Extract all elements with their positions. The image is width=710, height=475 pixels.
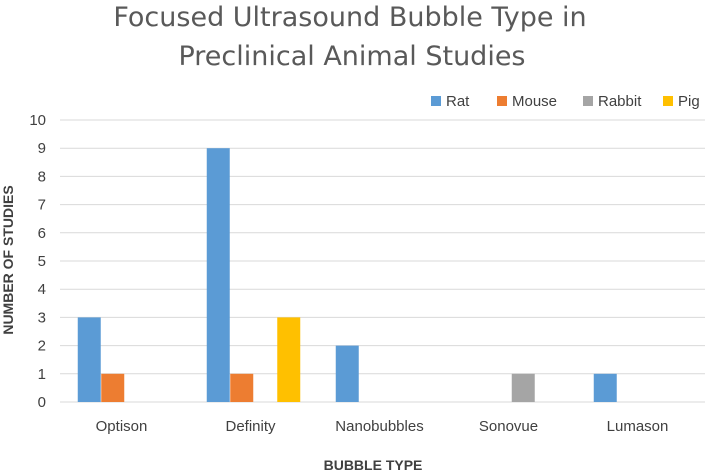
x-category-label: Optison: [96, 418, 148, 435]
x-category-label: Definity: [225, 418, 276, 435]
bar-pig-definity: [277, 317, 301, 402]
x-axis-title: BUBBLE TYPE: [324, 457, 423, 473]
bar-mouse-optison: [101, 373, 125, 402]
legend-label-pig: Pig: [678, 93, 700, 110]
legend-swatch-mouse: [497, 96, 507, 106]
y-axis-ticks: 0 1 2 3 4 5 6 7 8 9 10: [29, 112, 46, 411]
y-tick-label: 8: [38, 168, 46, 185]
legend-swatch-rat: [431, 96, 441, 106]
bar-rat-definity: [206, 148, 230, 402]
legend: Rat Mouse Rabbit Pig: [431, 93, 700, 110]
y-tick-label: 4: [38, 281, 46, 298]
x-category-label: Nanobubbles: [335, 418, 423, 435]
bar-mouse-definity: [230, 373, 254, 402]
x-category-label: Sonovue: [479, 418, 538, 435]
y-tick-label: 5: [38, 253, 46, 270]
y-axis-title: NUMBER OF STUDIES: [0, 185, 16, 334]
bar-rat-nanobubbles: [335, 345, 359, 402]
y-tick-label: 10: [29, 112, 46, 129]
bar-rabbit-sonovue: [511, 373, 535, 402]
bar-rat-lumason: [593, 373, 617, 402]
y-tick-label: 7: [38, 197, 46, 214]
bar-rat-optison: [77, 317, 101, 402]
legend-swatch-rabbit: [583, 96, 593, 106]
y-tick-label: 3: [38, 309, 46, 326]
y-tick-label: 2: [38, 338, 46, 355]
legend-label-rabbit: Rabbit: [598, 93, 642, 110]
legend-swatch-pig: [663, 96, 673, 106]
y-tick-label: 1: [38, 366, 46, 383]
legend-label-rat: Rat: [446, 93, 470, 110]
y-tick-label: 0: [38, 394, 46, 411]
chart-title-line-2: Preclinical Animal Studies: [178, 41, 525, 72]
gridlines: [60, 119, 705, 403]
x-axis-categories: Optison Definity Nanobubbles Sonovue Lumason: [96, 418, 669, 435]
x-category-label: Lumason: [607, 418, 669, 435]
legend-label-mouse: Mouse: [512, 93, 557, 110]
y-tick-label: 6: [38, 225, 46, 242]
bars: [77, 148, 617, 402]
y-tick-label: 9: [38, 140, 46, 157]
chart-title-line-1: Focused Ultrasound Bubble Type in: [113, 2, 586, 33]
